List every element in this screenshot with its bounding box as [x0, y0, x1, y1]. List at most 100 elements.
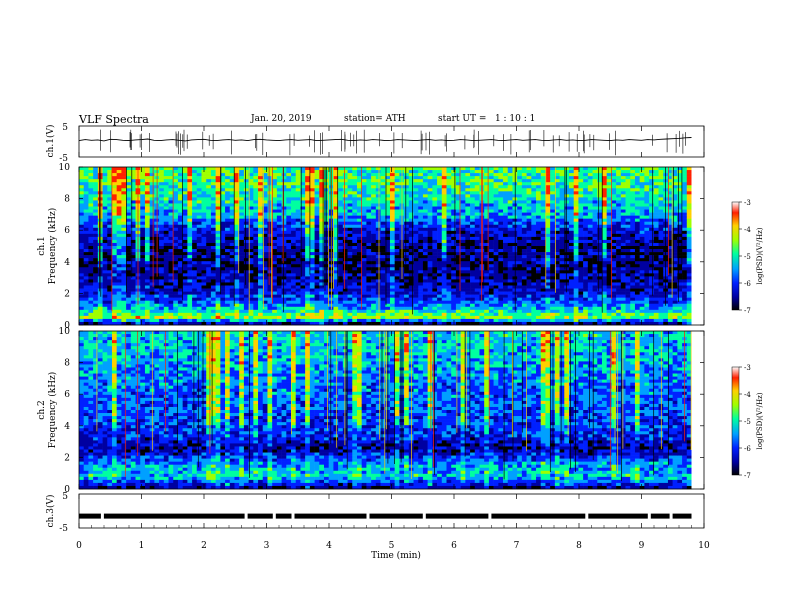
spectrogram-cell	[446, 242, 452, 247]
spectrogram-cell	[220, 212, 226, 216]
spectrogram-cell	[140, 261, 146, 265]
spectrogram-cell	[470, 224, 476, 229]
spectrogram-cell	[361, 221, 367, 226]
spectrogram-cell	[375, 206, 381, 210]
spectrogram-cell	[408, 230, 414, 235]
spectrogram-cell	[286, 179, 292, 183]
spectrogram-cell	[93, 267, 99, 271]
spectrogram-cell	[201, 255, 207, 259]
spectrogram-cell	[427, 203, 433, 207]
spectrogram-cell	[130, 291, 136, 295]
spectrogram-cell	[102, 282, 108, 286]
spectrogram-cell	[220, 203, 226, 207]
spectrogram-cell	[253, 188, 259, 192]
spectrogram-cell	[498, 173, 504, 177]
spectrogram-cell	[371, 242, 377, 247]
spectrogram-cell	[97, 170, 103, 174]
spectrogram-cell	[272, 303, 278, 308]
spectrogram-cell	[116, 176, 122, 180]
spectrogram-cell	[149, 315, 155, 320]
spectrogram-cell	[126, 182, 132, 186]
spectrogram-cell	[88, 255, 94, 259]
spectrogram-cell	[201, 173, 207, 177]
spectrogram-cell	[394, 176, 400, 180]
spectrogram-cell	[385, 282, 391, 286]
spectrogram-cell	[493, 221, 499, 226]
spectrogram-cell	[493, 303, 499, 308]
spectrogram-cell	[253, 252, 259, 256]
spectrogram-cell	[243, 188, 249, 192]
spectrogram-cell	[361, 227, 367, 232]
spectrogram-cell	[437, 258, 443, 262]
spectrogram-cell	[474, 279, 480, 283]
spectrogram-cell	[182, 191, 188, 195]
spectrogram-cell	[126, 246, 132, 250]
spectrogram-cell	[498, 252, 504, 256]
spectrogram-cell	[206, 276, 212, 280]
spectrogram-cell	[300, 306, 306, 311]
spectrogram-cell	[300, 282, 306, 286]
spectrogram-cell	[79, 321, 85, 326]
spectrogram-cell	[455, 270, 461, 274]
spectrogram-cell	[437, 297, 443, 301]
spectrogram-cell	[140, 221, 146, 226]
spectrogram-cell	[79, 282, 85, 286]
spectrogram-cell	[210, 321, 216, 326]
spectrogram-cell	[267, 233, 273, 238]
spectrogram-cell	[470, 309, 476, 314]
spectrogram-cell	[206, 309, 212, 314]
spectrogram-cell	[314, 167, 320, 171]
spectrogram-cell	[116, 252, 122, 256]
spectrogram-cell	[455, 303, 461, 308]
spectrogram-cell	[258, 285, 264, 289]
spectrogram-cell	[225, 291, 231, 295]
spectrogram-cell	[503, 321, 509, 326]
spectrogram-cell	[192, 188, 198, 192]
spectrogram-cell	[305, 309, 311, 314]
spectrogram-cell	[295, 176, 301, 180]
spectrogram-cell	[427, 312, 433, 317]
spectrogram-cell	[385, 273, 391, 277]
spectrogram-cell	[328, 282, 334, 286]
spectrogram-cell	[220, 249, 226, 253]
spectrogram-cell	[446, 209, 452, 213]
spectrogram-cell	[422, 182, 428, 186]
spectrogram-cell	[206, 282, 212, 286]
spectrogram-cell	[413, 224, 419, 229]
spectrogram-cell	[291, 258, 297, 262]
spectrogram-cell	[437, 276, 443, 280]
spectrogram-cell	[521, 182, 527, 186]
spectrogram-cell	[225, 233, 231, 238]
spectrogram-cell	[493, 173, 499, 177]
spectrogram-cell	[196, 288, 202, 292]
spectrogram-cell	[295, 182, 301, 186]
spectrogram-cell	[333, 249, 339, 253]
spectrogram-cell	[517, 233, 523, 238]
spectrogram-cell	[243, 303, 249, 308]
spectrogram-cell	[192, 173, 198, 177]
spectrogram-cell	[88, 297, 94, 301]
spectrogram-cell	[422, 221, 428, 226]
spectrogram-cell	[526, 252, 532, 256]
spectrogram-cell	[484, 212, 490, 216]
spectrogram-cell	[404, 167, 410, 171]
spectrogram-cell	[319, 258, 325, 262]
spectrogram-cell	[88, 224, 94, 229]
spectrogram-cell	[258, 200, 264, 204]
spectrogram-cell	[347, 209, 353, 213]
spectrogram-cell	[422, 203, 428, 207]
spectrogram-cell	[441, 312, 447, 317]
spectrogram-cell	[168, 300, 174, 305]
spectrogram-cell	[201, 291, 207, 295]
spectrogram-cell	[474, 191, 480, 195]
spectrogram-cell	[121, 218, 127, 222]
spectrogram-cell	[192, 194, 198, 198]
spectrogram-cell	[276, 197, 282, 201]
spectrogram-cell	[272, 242, 278, 247]
spectrogram-cell	[126, 276, 132, 280]
spectrogram-cell	[314, 273, 320, 277]
spectrogram-cell	[295, 261, 301, 265]
spectrogram-cell	[267, 212, 273, 216]
spectrogram-cell	[366, 285, 372, 289]
spectrogram-cell	[408, 300, 414, 305]
